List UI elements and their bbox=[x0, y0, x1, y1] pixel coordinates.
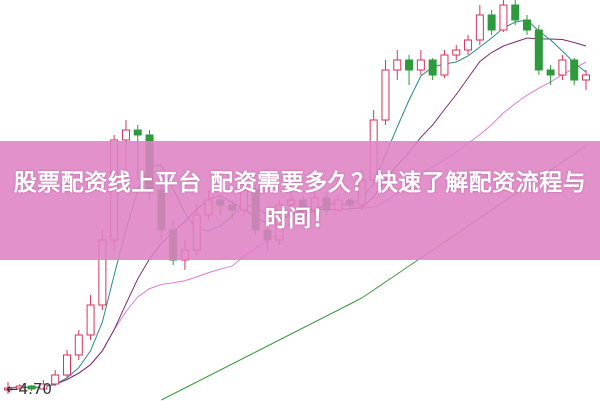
candle-up bbox=[464, 39, 473, 51]
candle-up bbox=[440, 54, 449, 76]
candle-down bbox=[405, 59, 414, 71]
article-title: 股票配资线上平台 配资需要多久？快速了解配资流程与时间！ bbox=[13, 169, 587, 232]
candle-down bbox=[428, 59, 437, 76]
candle-up bbox=[62, 354, 71, 376]
candle-up bbox=[51, 374, 60, 385]
candle-up bbox=[15, 385, 24, 389]
candle-down bbox=[534, 29, 543, 71]
candle-down bbox=[546, 69, 555, 76]
candle-up bbox=[582, 74, 590, 81]
candle-down bbox=[511, 4, 520, 21]
price-low-label: ←4.70 bbox=[6, 380, 52, 398]
candle-up bbox=[558, 59, 567, 76]
candle-up bbox=[416, 59, 425, 71]
candle-up bbox=[499, 4, 508, 31]
price-low-value: 4.70 bbox=[18, 380, 52, 398]
candle-up bbox=[86, 304, 95, 336]
candle-up bbox=[39, 383, 48, 390]
candle-down bbox=[27, 385, 36, 390]
candle-up bbox=[4, 387, 12, 391]
candle-down bbox=[570, 59, 579, 81]
candle-down bbox=[487, 14, 496, 31]
candle-down bbox=[523, 19, 532, 31]
candle-up bbox=[475, 14, 484, 41]
candle-up bbox=[74, 334, 83, 356]
title-banner: 股票配资线上平台 配资需要多久？快速了解配资流程与时间！ bbox=[0, 141, 600, 260]
candle-up bbox=[452, 49, 461, 56]
candle-down bbox=[133, 129, 142, 136]
candle-up bbox=[393, 59, 402, 71]
candle-up bbox=[381, 69, 390, 121]
candle-up bbox=[121, 129, 130, 141]
